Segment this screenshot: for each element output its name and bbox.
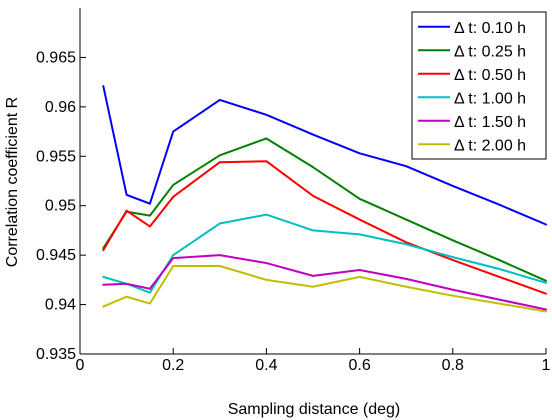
series-line-6 bbox=[102, 265, 547, 313]
series-line-1 bbox=[102, 85, 547, 226]
series-line-3 bbox=[102, 160, 547, 295]
x-tick-label: 0.6 bbox=[348, 357, 370, 374]
x-tick-label: 1 bbox=[542, 357, 551, 374]
legend-label-4: Δ t: 1.00 h bbox=[454, 90, 526, 107]
legend: Δ t: 0.10 h Δ t: 0.25 h Δ t: 0.50 h Δ t: 1.… bbox=[411, 11, 547, 160]
y-tick-label: 0.96 bbox=[45, 99, 76, 116]
series-layer bbox=[102, 85, 547, 313]
y-tick-label: 0.95 bbox=[45, 198, 76, 215]
series-line-4 bbox=[102, 213, 547, 294]
series-line-5 bbox=[102, 254, 547, 311]
legend-label-3: Δ t: 0.50 h bbox=[454, 67, 526, 84]
ticks-layer: 0 0.2 0.4 0.6 0.8 1 0.935 0.94 0.945 0.95 0.955 0.9… bbox=[36, 49, 551, 374]
y-tick-label: 0.945 bbox=[36, 247, 76, 264]
y-tick-label: 0.955 bbox=[36, 148, 76, 165]
x-tick-label: 0.8 bbox=[442, 357, 464, 374]
legend-label-5: Δ t: 1.50 h bbox=[454, 114, 526, 131]
x-tick-label: 0 bbox=[76, 357, 85, 374]
x-tick-label: 0.2 bbox=[162, 357, 184, 374]
y-tick-label: 0.965 bbox=[36, 49, 76, 66]
legend-label-1: Δ t: 0.10 h bbox=[454, 20, 526, 37]
axes-layer bbox=[79, 8, 546, 355]
legend-label-2: Δ t: 0.25 h bbox=[454, 43, 526, 60]
legend-box bbox=[411, 11, 547, 160]
x-tick-label: 0.4 bbox=[255, 357, 277, 374]
x-axis-title: Sampling distance (deg) bbox=[228, 401, 401, 418]
y-tick-label: 0.94 bbox=[45, 297, 76, 314]
legend-label-6: Δ t: 2.00 h bbox=[454, 137, 526, 154]
y-axis-title: Correlation coefficient R bbox=[4, 97, 21, 267]
series-line-2 bbox=[102, 137, 547, 282]
y-tick-label: 0.935 bbox=[36, 346, 76, 363]
